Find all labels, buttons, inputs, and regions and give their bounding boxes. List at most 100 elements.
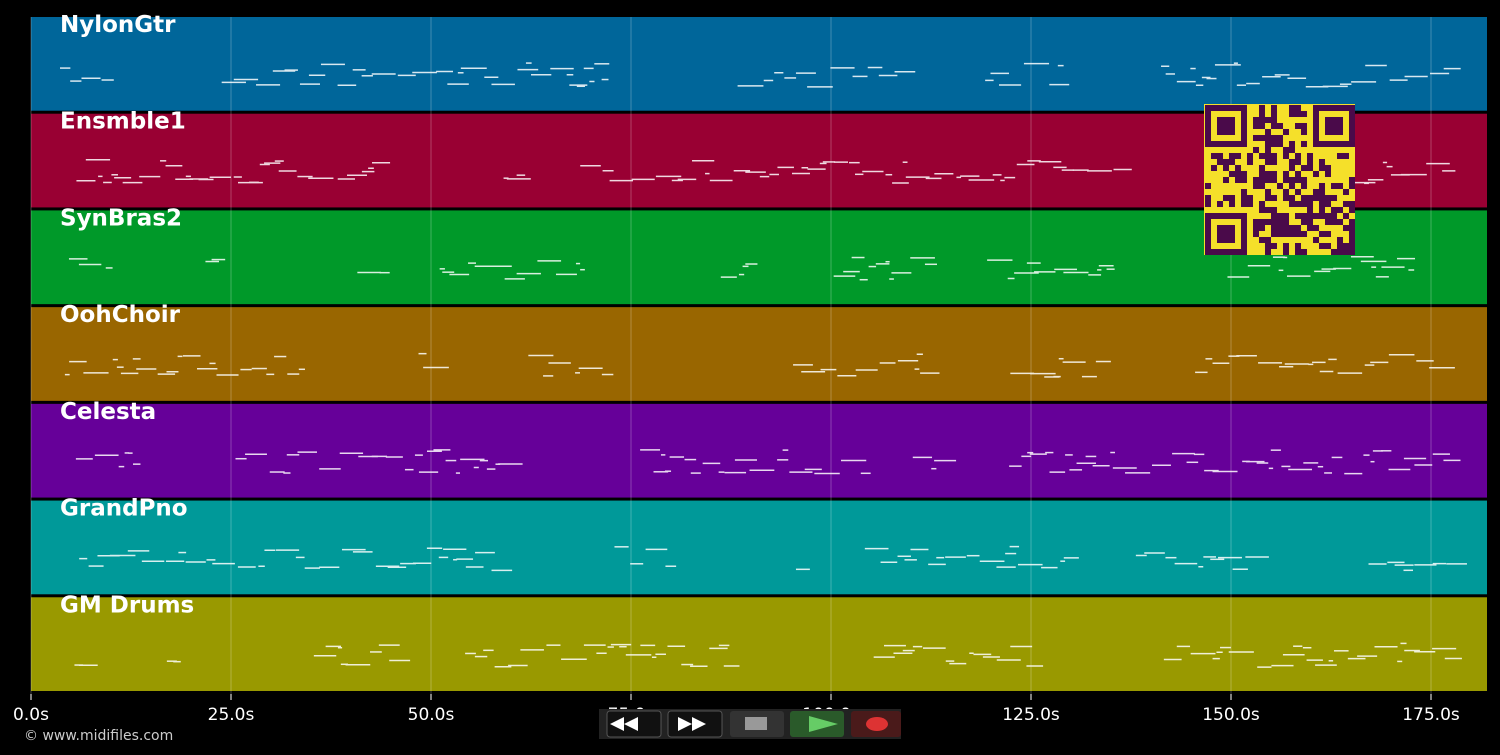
qr-cell <box>1283 171 1289 177</box>
qr-cell <box>1325 195 1331 201</box>
qr-cell <box>1217 153 1223 159</box>
qr-cell <box>1337 249 1343 255</box>
qr-cell <box>1319 195 1325 201</box>
qr-cell <box>1271 177 1277 183</box>
qr-cell <box>1217 201 1223 207</box>
qr-cell <box>1343 249 1349 255</box>
qr-cell <box>1253 231 1259 237</box>
qr-cell <box>1265 249 1271 255</box>
qr-cell <box>1259 105 1265 111</box>
qr-cell <box>1271 243 1277 249</box>
track-lane <box>31 307 1487 401</box>
qr-cell <box>1271 231 1277 237</box>
qr-cell <box>1295 123 1301 129</box>
qr-cell <box>1325 201 1331 207</box>
stop-button[interactable] <box>730 711 784 737</box>
track-lane <box>31 403 1487 498</box>
qr-cell <box>1205 183 1211 189</box>
track-name: OohChoir <box>60 302 181 328</box>
qr-cell <box>1349 207 1355 213</box>
qr-cell <box>1343 201 1349 207</box>
rewind-button[interactable] <box>606 710 662 738</box>
qr-cell <box>1319 231 1325 237</box>
qr-cell <box>1289 165 1295 171</box>
qr-cell <box>1301 195 1307 201</box>
qr-cell <box>1283 243 1289 249</box>
qr-cell <box>1247 159 1253 165</box>
qr-cell <box>1337 243 1343 249</box>
qr-cell <box>1277 141 1283 147</box>
forward-button[interactable] <box>667 710 723 738</box>
qr-cell <box>1313 189 1319 195</box>
qr-cell <box>1277 225 1283 231</box>
qr-cell <box>1307 153 1313 159</box>
qr-cell <box>1313 213 1319 219</box>
qr-cell <box>1349 201 1355 207</box>
qr-cell <box>1259 177 1265 183</box>
qr-cell <box>1271 117 1277 123</box>
qr-cell <box>1271 207 1277 213</box>
qr-cell <box>1235 171 1241 177</box>
qr-cell <box>1307 159 1313 165</box>
play-button[interactable] <box>790 711 844 737</box>
qr-cell <box>1325 165 1331 171</box>
track-lane <box>31 17 1487 111</box>
qr-cell <box>1229 171 1235 177</box>
qr-cell <box>1235 165 1241 171</box>
qr-cell <box>1259 183 1265 189</box>
qr-cell <box>1307 225 1313 231</box>
qr-cell <box>1331 195 1337 201</box>
qr-cell <box>1229 201 1235 207</box>
qr-cell <box>1277 213 1283 219</box>
qr-cell <box>1259 165 1265 171</box>
qr-cell <box>1283 219 1289 225</box>
record-button[interactable] <box>851 711 901 737</box>
qr-cell <box>1307 219 1313 225</box>
qr-cell <box>1241 189 1247 195</box>
qr-cell <box>1271 141 1277 147</box>
track-name: Celesta <box>60 399 156 425</box>
qr-cell <box>1325 171 1331 177</box>
qr-cell <box>1289 225 1295 231</box>
qr-cell <box>1295 111 1301 117</box>
qr-cell <box>1301 201 1307 207</box>
notes <box>60 62 1461 88</box>
qr-cell <box>1283 249 1289 255</box>
qr-cell <box>1241 195 1247 201</box>
notes <box>68 256 1416 281</box>
controls <box>599 709 901 739</box>
qr-cell <box>1349 225 1355 231</box>
qr-cell <box>1319 201 1325 207</box>
qr-cell <box>1289 177 1295 183</box>
qr-cell <box>1235 153 1241 159</box>
qr-cell <box>1337 183 1343 189</box>
qr-cell <box>1331 213 1337 219</box>
qr-cell <box>1325 231 1331 237</box>
x-tick-label: 50.0s <box>408 705 455 725</box>
qr-cell <box>1349 219 1355 225</box>
qr-cell <box>1265 195 1271 201</box>
qr-cell <box>1229 153 1235 159</box>
qr-cell <box>1247 195 1253 201</box>
qr-cell <box>1301 111 1307 117</box>
qr-cell <box>1259 219 1265 225</box>
qr-code <box>1204 104 1355 255</box>
qr-cell <box>1283 147 1289 153</box>
qr-cell <box>1283 189 1289 195</box>
qr-cell <box>1313 225 1319 231</box>
qr-cell <box>1301 249 1307 255</box>
notes <box>79 545 1467 572</box>
qr-cell <box>1295 177 1301 183</box>
qr-cell <box>1289 147 1295 153</box>
qr-cell <box>1295 243 1301 249</box>
qr-cell <box>1223 195 1229 201</box>
qr-cell <box>1301 165 1307 171</box>
qr-cell <box>1265 141 1271 147</box>
qr-cell <box>1253 117 1259 123</box>
qr-cell <box>1301 141 1307 147</box>
notes <box>74 642 1462 668</box>
qr-cell <box>1319 165 1325 171</box>
qr-cell <box>1289 183 1295 189</box>
qr-cell <box>1343 243 1349 249</box>
